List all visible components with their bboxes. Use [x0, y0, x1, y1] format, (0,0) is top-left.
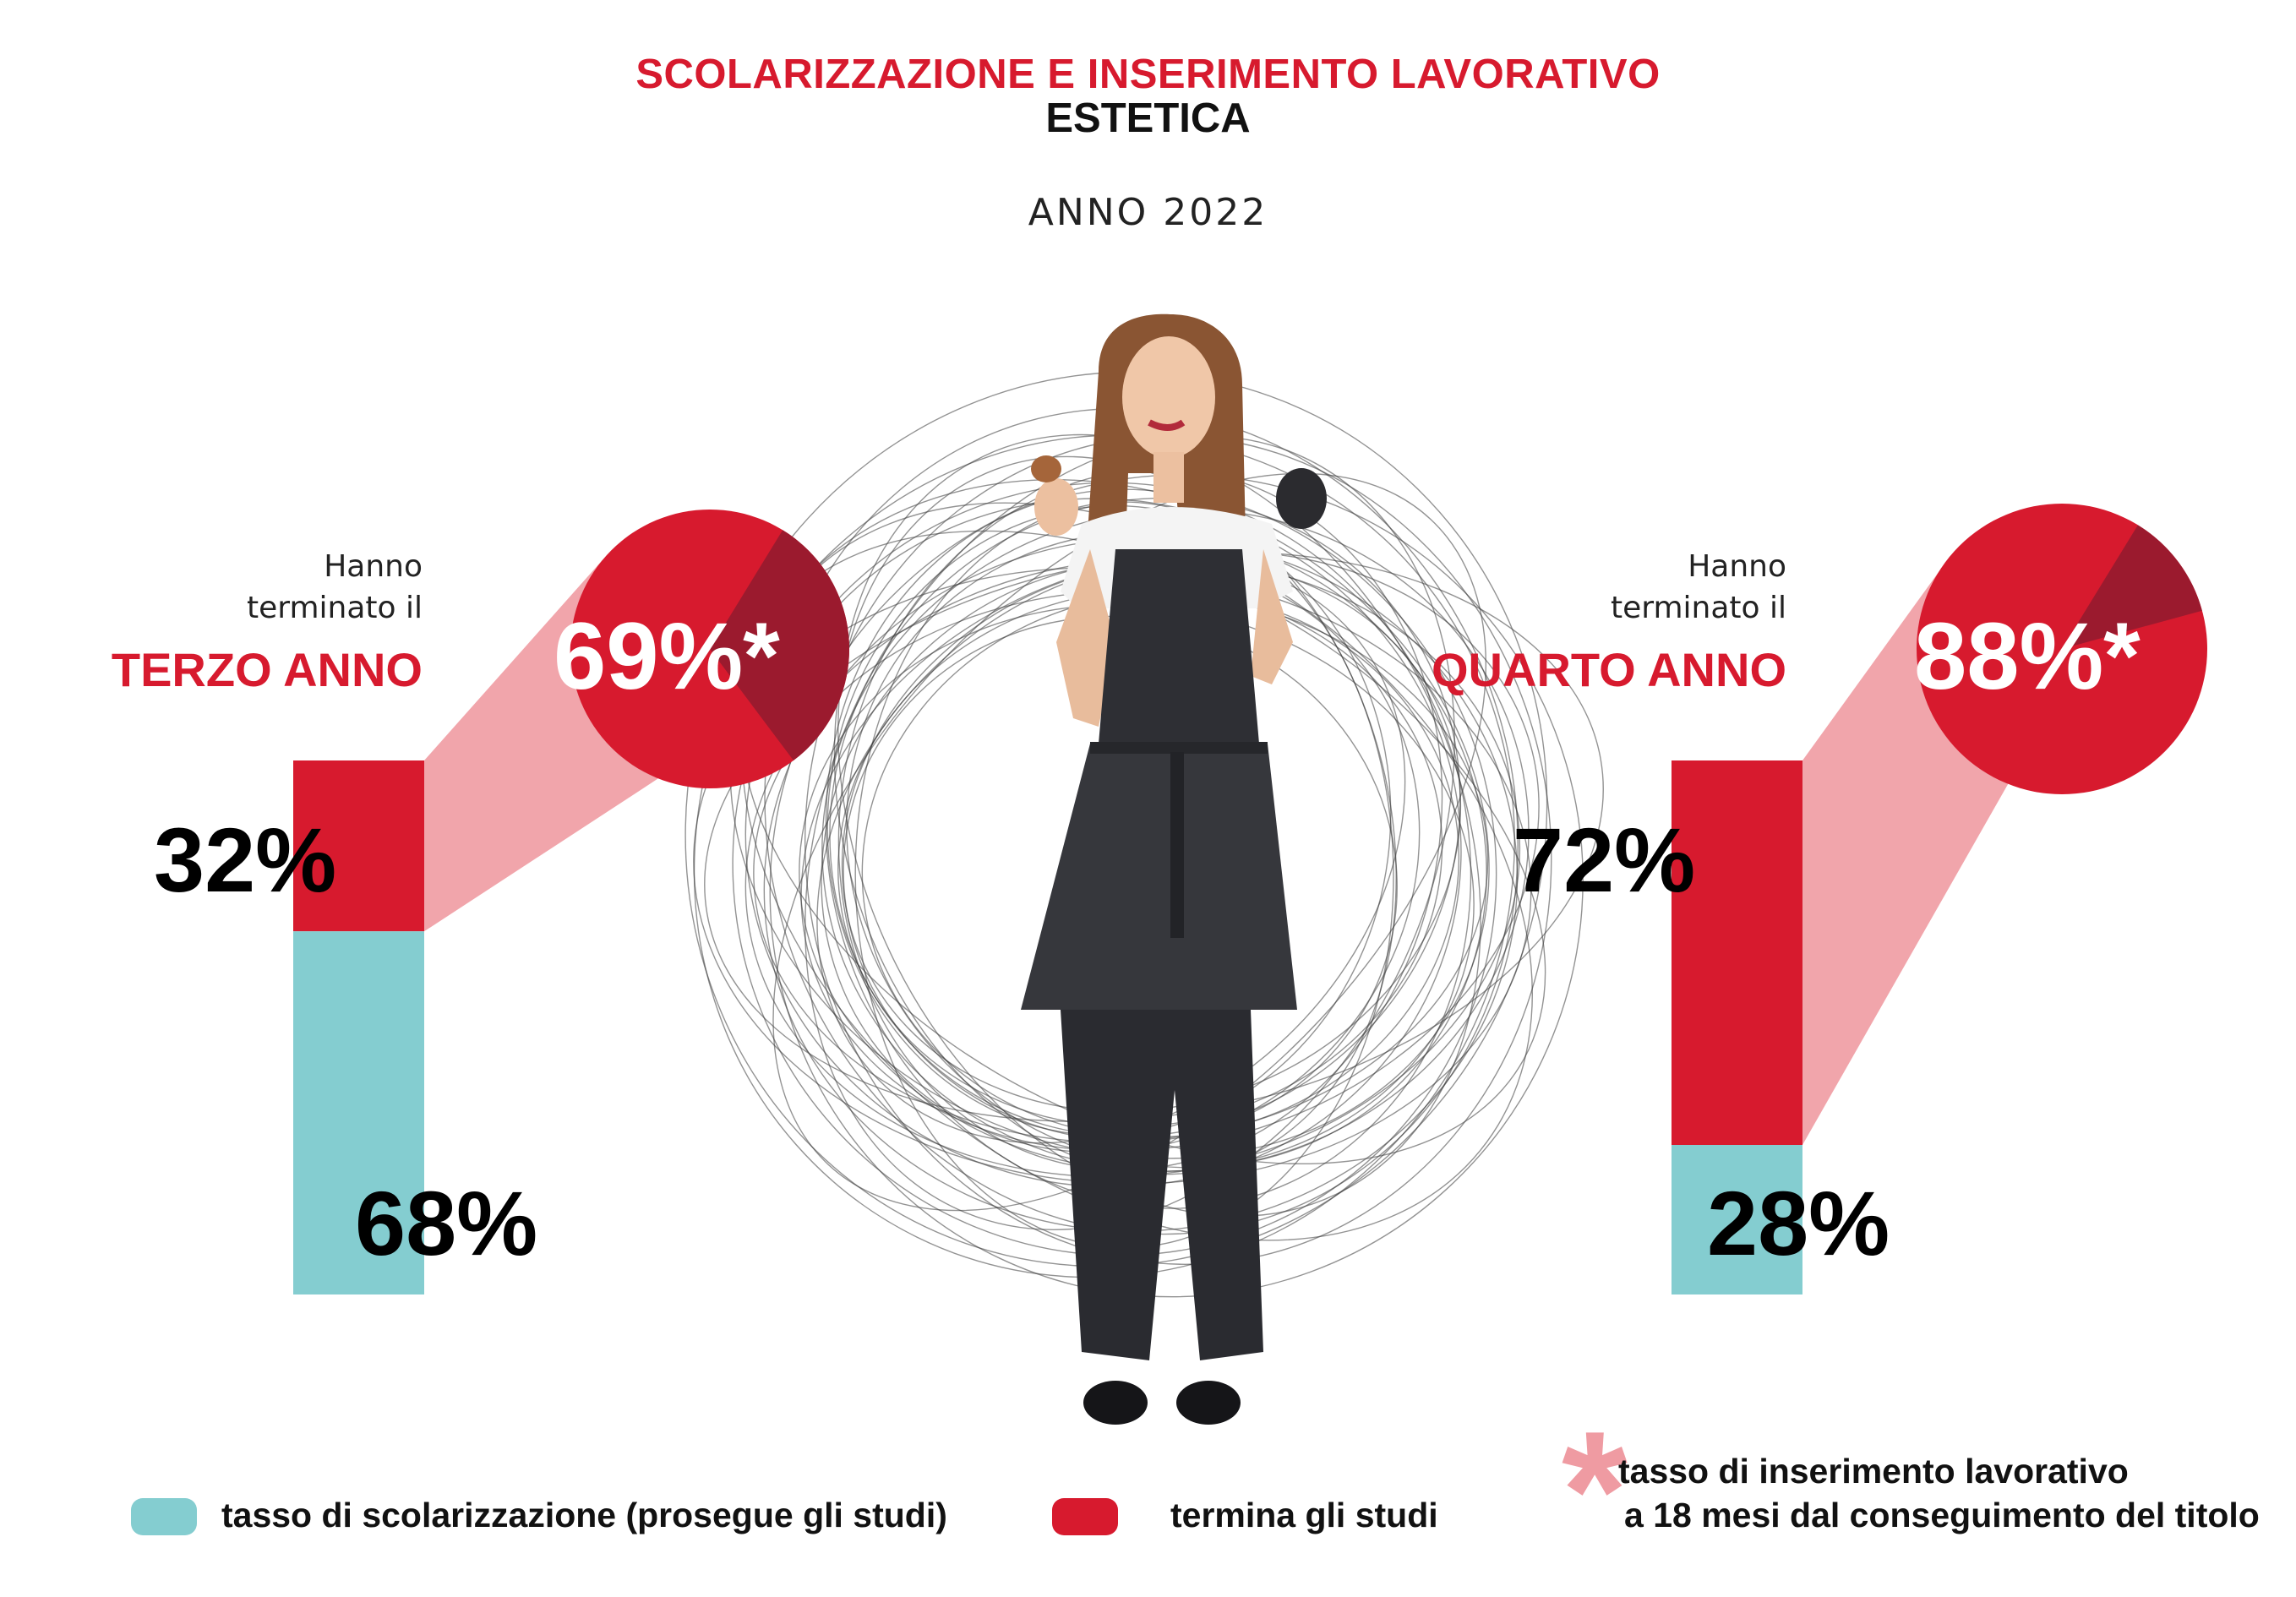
legend-swatch-scolarizzazione — [131, 1498, 197, 1535]
bar-label-right-top: 72% — [1513, 809, 1696, 911]
side-label-line1-right: Hanno — [1688, 549, 1786, 584]
pie-label-right: 88%* — [1914, 603, 2141, 709]
pie-label-left: 69%* — [554, 603, 780, 709]
pie-slice-dark — [2062, 525, 2202, 649]
side-label-strong-right: QUARTO ANNO — [1432, 643, 1786, 696]
scribble-ring — [816, 559, 1406, 1144]
side-label-line2-left: terminato il — [247, 591, 423, 625]
side-label-line1-left: Hanno — [324, 549, 423, 584]
asterisk-icon: * — [1562, 1397, 1628, 1585]
scribble-ring — [804, 435, 1455, 1231]
year-label: ANNO 2022 — [1028, 191, 1268, 234]
legend-note-line2: a 18 mesi dal conseguimento del titolo — [1624, 1496, 2260, 1534]
pie-slice-dark — [710, 530, 850, 760]
side-label-line2-right: terminato il — [1611, 591, 1786, 625]
legend-label-termina: termina gli studi — [1170, 1496, 1438, 1534]
bar-label-left-top: 32% — [154, 809, 337, 911]
bar-label-left-bottom: 68% — [355, 1172, 538, 1274]
bar-segment-termina — [1672, 760, 1802, 1145]
scribble-ring — [837, 433, 1481, 1218]
chart-subtitle: ESTETICA — [1045, 95, 1251, 141]
scribble-ring — [829, 497, 1461, 1137]
bar-segment-scolarizzazione — [293, 931, 424, 1294]
bar-label-right-bottom: 28% — [1707, 1172, 1890, 1274]
scribble-ring — [821, 560, 1421, 1153]
bar-segment-scolarizzazione — [1672, 1145, 1802, 1294]
chart-title: SCOLARIZZAZIONE E INSERIMENTO LAVORATIVO — [635, 52, 1661, 97]
woman-figure-illustration — [1021, 313, 1327, 1425]
scribble-ring — [772, 472, 1486, 1212]
legend-label-scolarizzazione: tasso di scolarizzazione (prosegue gli s… — [221, 1496, 947, 1534]
scribble-ring — [732, 482, 1497, 1256]
legend-note-line1: tasso di inserimento lavorativo — [1618, 1452, 2129, 1491]
side-label-strong-left: TERZO ANNO — [111, 643, 423, 696]
bar-segment-termina — [293, 760, 424, 932]
legend-swatch-termina — [1052, 1498, 1118, 1535]
